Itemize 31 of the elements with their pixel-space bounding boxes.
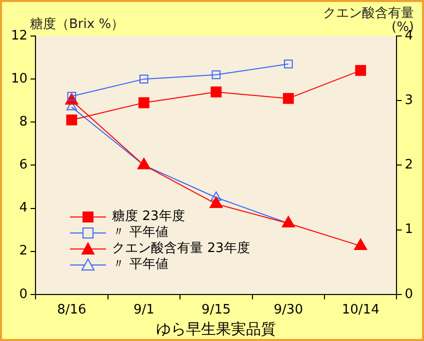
y-tick-label: 12 bbox=[10, 28, 28, 44]
point bbox=[354, 238, 368, 250]
y-tick-label: 4 bbox=[19, 200, 28, 216]
y2-tick-label: 2 bbox=[404, 158, 414, 173]
legend-label: クエン酸含有量 23年度 bbox=[111, 241, 250, 257]
point bbox=[212, 70, 221, 80]
point bbox=[140, 74, 148, 84]
y-axis-title: 糖度（Brix %） bbox=[30, 17, 124, 32]
point bbox=[138, 97, 150, 108]
y-tick-label: 8 bbox=[19, 114, 28, 130]
point bbox=[66, 114, 78, 126]
y2-tick-label: 1 bbox=[404, 222, 414, 238]
point bbox=[210, 86, 222, 98]
x-tick-label: 8/16 bbox=[57, 302, 86, 318]
y-tick-label: 2 bbox=[19, 244, 28, 259]
legend-label: 〃 平年値 bbox=[111, 257, 168, 273]
y-tick-label: 10 bbox=[10, 71, 28, 86]
x-axis-title: ゆら早生果実品質 bbox=[156, 320, 276, 338]
y2-tick-label: 3 bbox=[404, 92, 414, 108]
x-tick-label: 9/15 bbox=[202, 302, 231, 318]
x-tick-label: 9/1 bbox=[133, 302, 154, 318]
x-tick-label: 10/14 bbox=[342, 302, 380, 318]
y-tick-label: 0 bbox=[19, 286, 28, 302]
legend-label: 糖度 23年度 bbox=[111, 209, 185, 225]
point bbox=[284, 60, 293, 68]
point bbox=[282, 92, 294, 104]
point bbox=[355, 65, 366, 76]
y2-tick-label: 0 bbox=[404, 286, 414, 302]
legend-label: 〃 平年値 bbox=[111, 225, 168, 241]
x-tick-label: 9/30 bbox=[274, 302, 303, 318]
y-tick-label: 6 bbox=[19, 158, 28, 173]
